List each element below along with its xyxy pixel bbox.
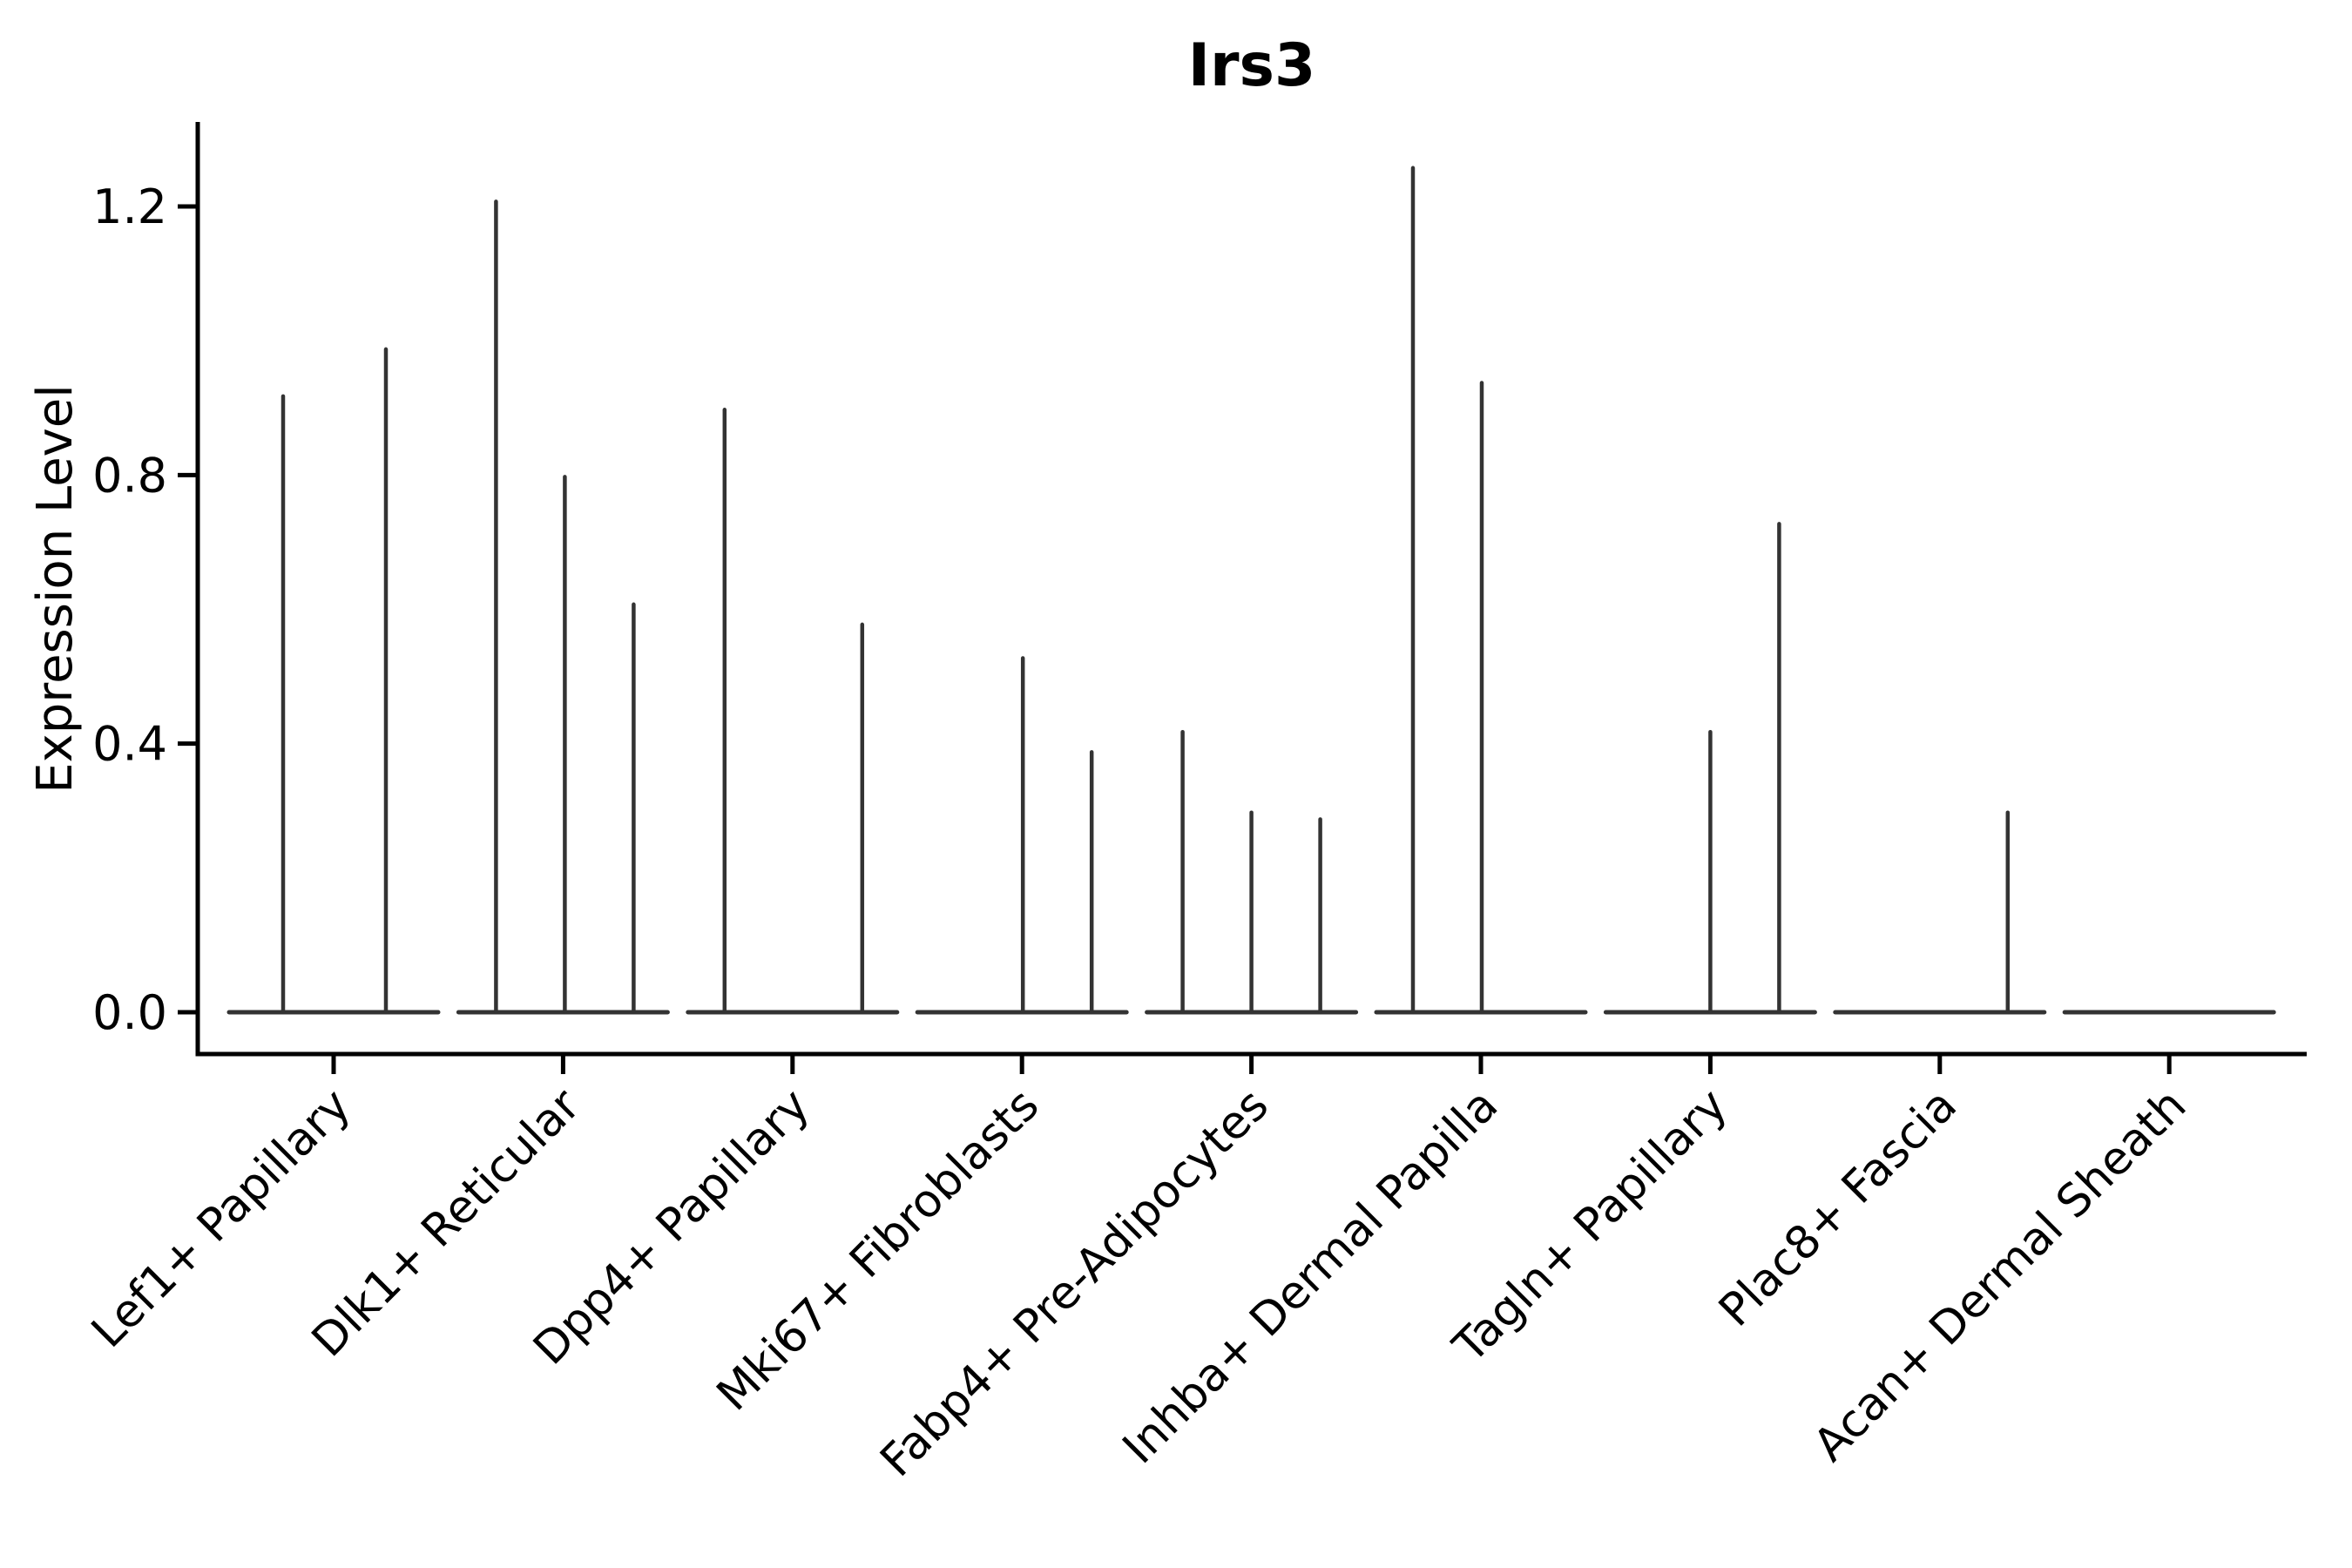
plot-title: Irs3 <box>1188 31 1316 100</box>
y-tick-label: 1.2 <box>92 179 167 234</box>
x-category-label: Acan+ Dermal Sheath <box>1804 1079 2197 1472</box>
y-axis-label: Expression Level <box>27 384 84 794</box>
x-category-label: Plac8+ Fascia <box>1709 1079 1967 1337</box>
y-tick-label: 0.8 <box>92 448 167 503</box>
x-category-label: Fabp4+ Pre-Adipocytes <box>870 1079 1278 1487</box>
y-tick-label: 0.4 <box>92 717 167 772</box>
violins-group <box>226 166 2276 1015</box>
y-tick-label: 0.0 <box>92 985 167 1040</box>
x-category-label: Inhba+ Dermal Papilla <box>1113 1079 1508 1474</box>
